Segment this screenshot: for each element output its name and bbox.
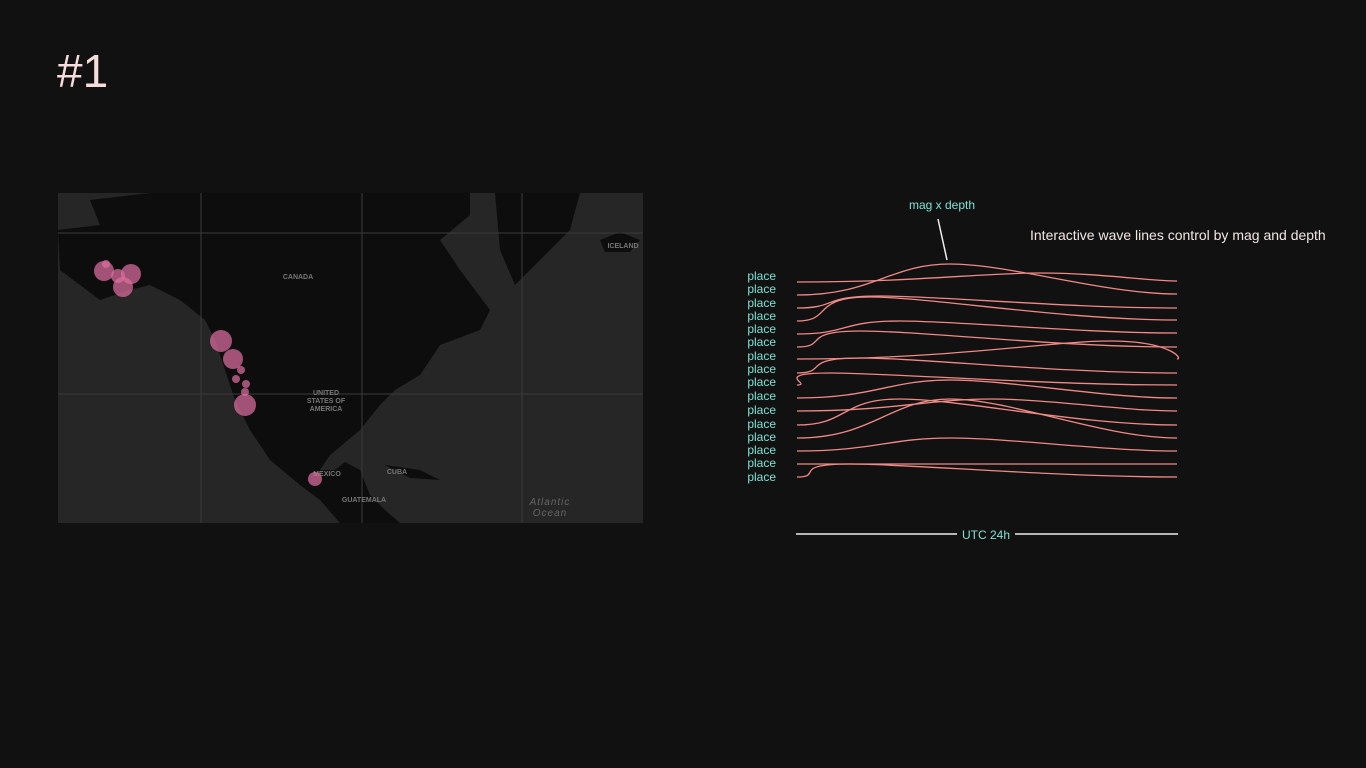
wave-line — [796, 272, 1178, 283]
place-label: place — [747, 309, 776, 323]
map-label: CANADA — [283, 274, 313, 281]
quake-marker — [102, 260, 110, 268]
map: CANADA UNITED STATES OF AMERICA MEXICO C… — [58, 193, 643, 523]
wave-line — [796, 357, 1178, 374]
quake-marker — [210, 330, 232, 352]
place-label: place — [747, 456, 776, 470]
place-label: place — [747, 282, 776, 296]
place-label: place — [747, 269, 776, 283]
wave-line — [796, 320, 1178, 335]
map-label: ICELAND — [607, 243, 638, 250]
land — [385, 465, 440, 480]
map-label: GUATEMALA — [342, 497, 386, 504]
quake-marker — [308, 472, 322, 486]
place-label: place — [747, 417, 776, 431]
place-label: place — [747, 389, 776, 403]
map-label: Ocean — [533, 508, 567, 519]
quake-marker — [237, 366, 245, 374]
map-label: STATES OF — [307, 398, 346, 405]
quake-marker — [234, 394, 256, 416]
wave-line — [796, 295, 1178, 309]
place-label: place — [747, 430, 776, 444]
wave-chart: mag x depth Interactive wave lines contr… — [747, 198, 1325, 542]
wave-line — [796, 372, 1178, 386]
place-label: place — [747, 375, 776, 389]
wave-line — [796, 463, 1178, 478]
wave-line — [796, 340, 1179, 360]
place-label: place — [747, 362, 776, 376]
land — [58, 193, 490, 523]
quake-marker — [241, 388, 249, 396]
quake-marker — [232, 375, 240, 383]
place-label: place — [747, 403, 776, 417]
wave-line — [796, 263, 1178, 296]
quake-marker — [223, 349, 243, 369]
page-title: #1 — [57, 45, 109, 97]
wave-line — [796, 437, 1178, 452]
land — [600, 232, 640, 252]
land — [495, 193, 580, 285]
place-label: place — [747, 296, 776, 310]
place-label: place — [747, 470, 776, 484]
map-label: Atlantic — [529, 497, 571, 508]
map-label: CUBA — [387, 469, 407, 476]
map-label: MEXICO — [313, 471, 341, 478]
place-label: place — [747, 322, 776, 336]
map-label: AMERICA — [310, 406, 343, 413]
wave-line — [796, 398, 1178, 412]
place-label: place — [747, 335, 776, 349]
map-label: UNITED — [313, 390, 339, 397]
annotation: mag x depth — [909, 198, 975, 212]
quake-marker — [113, 277, 133, 297]
quake-marker — [242, 380, 250, 388]
place-label: place — [747, 443, 776, 457]
axis-label: UTC 24h — [962, 528, 1010, 542]
wave-line — [796, 330, 1178, 348]
wave-line — [796, 398, 1178, 426]
place-label: place — [747, 349, 776, 363]
description: Interactive wave lines control by mag an… — [1030, 227, 1326, 243]
annotation-line — [937, 218, 948, 261]
wave-line — [796, 379, 1178, 399]
wave-line — [796, 398, 1178, 439]
wave-line — [796, 296, 1178, 322]
